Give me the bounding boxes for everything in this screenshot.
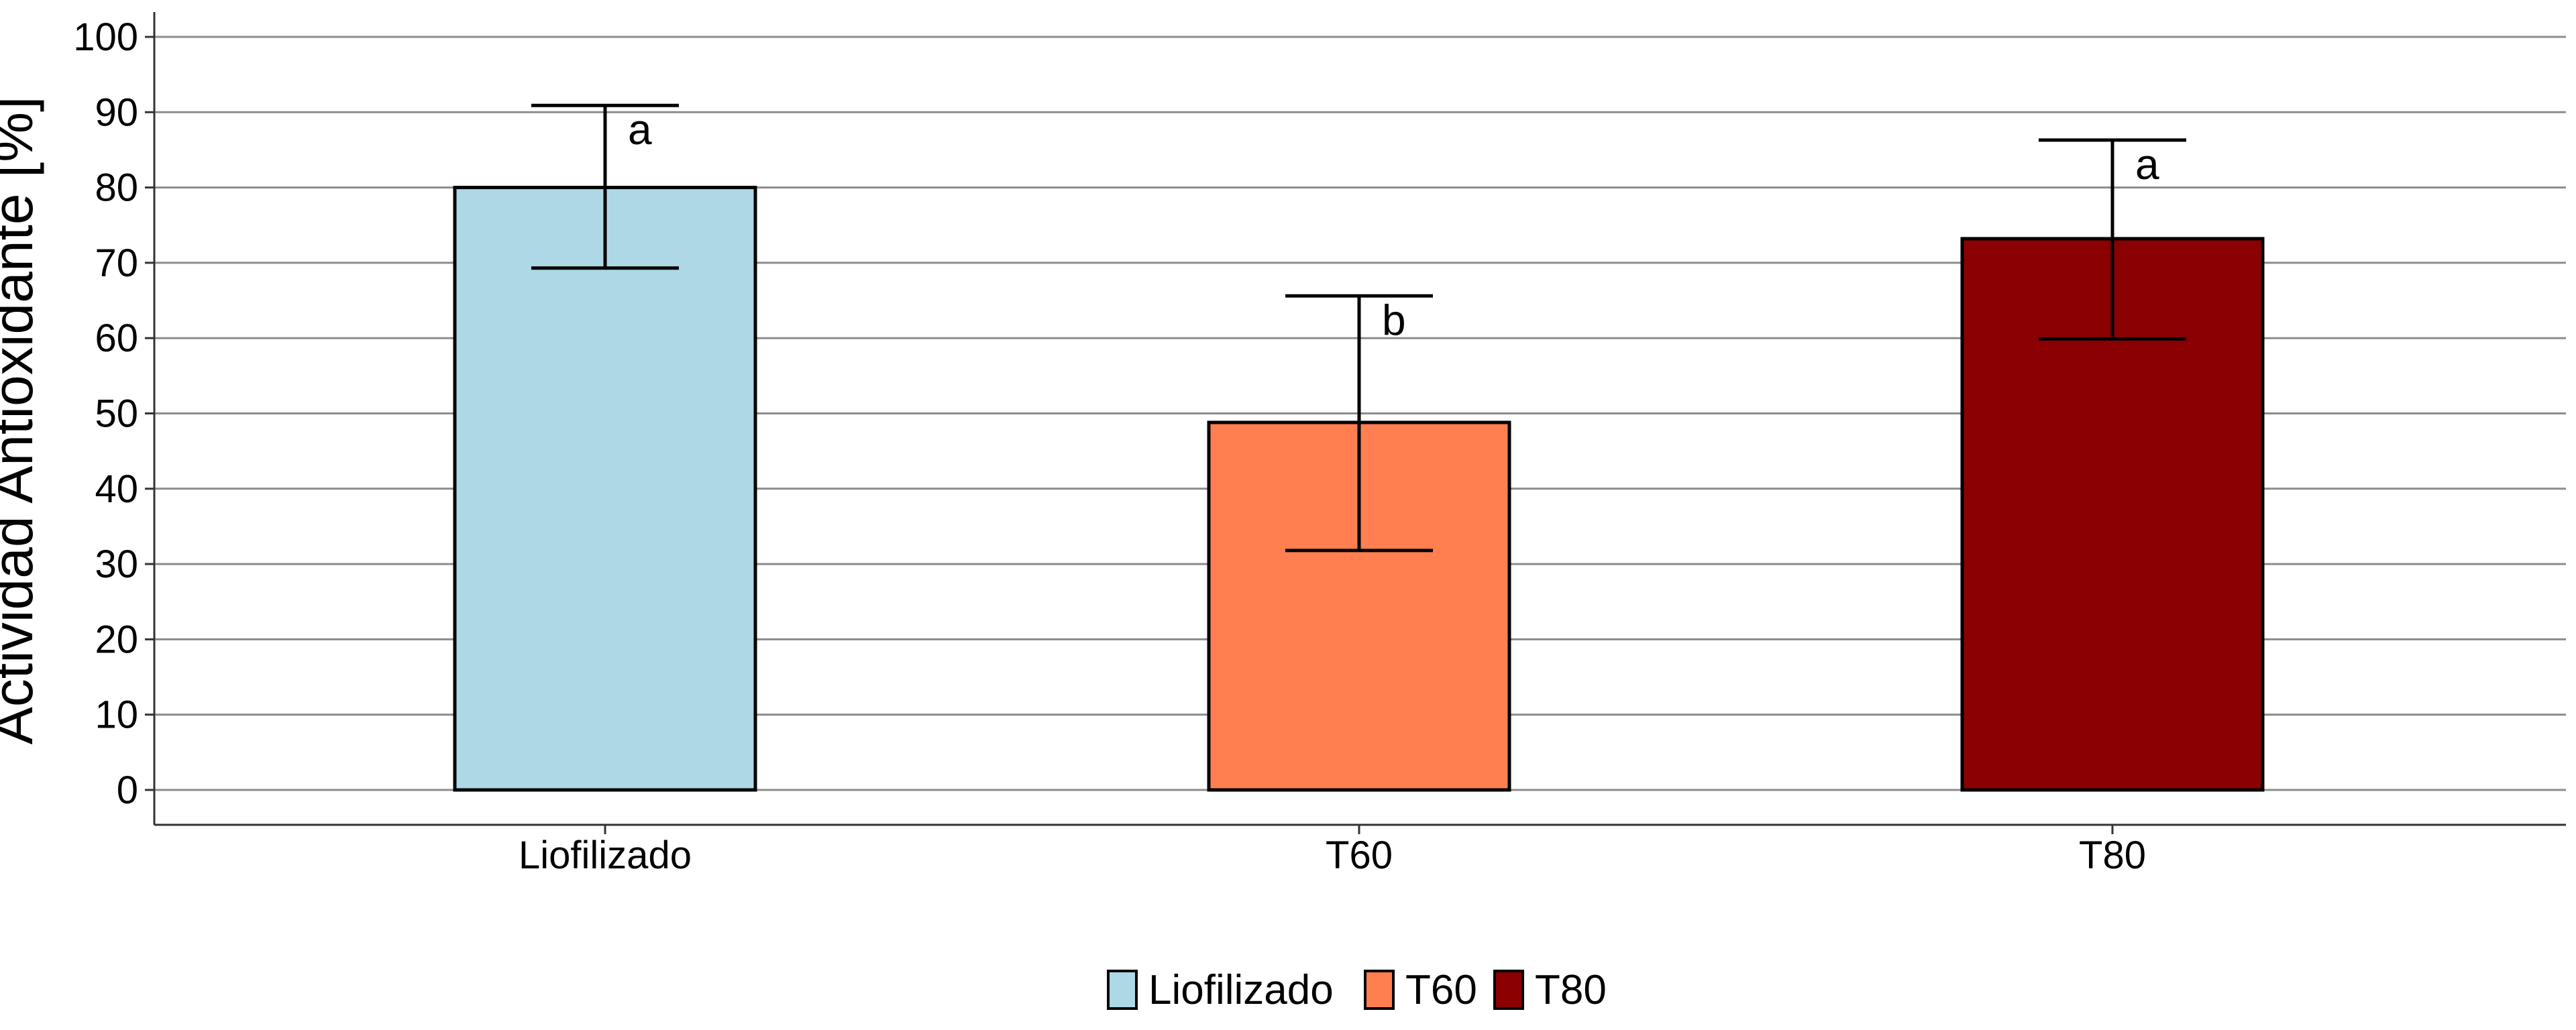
y-tick-label: 80 <box>95 166 138 210</box>
y-tick-label: 10 <box>95 693 138 737</box>
y-tick-label: 60 <box>95 317 138 360</box>
y-tick-label: 0 <box>117 768 138 812</box>
significance-label: a <box>2135 140 2159 188</box>
y-tick-label: 50 <box>95 392 138 436</box>
y-tick-label: 20 <box>95 618 138 661</box>
error-bars: a b a <box>531 103 2186 553</box>
legend-label: T60 <box>1405 967 1477 1013</box>
significance-label: a <box>628 105 652 154</box>
legend-key-t80 <box>1493 970 1524 1010</box>
legend: Liofilizado T60 T80 <box>1107 967 1607 1013</box>
x-tick-label: Liofilizado <box>519 834 692 877</box>
y-tick-label: 90 <box>95 91 138 134</box>
y-tick-label: 30 <box>95 542 138 586</box>
tick-labels: 0 10 20 30 40 50 60 70 80 90 100 Liofilizado T60 T80 <box>73 15 2146 877</box>
x-tick-label: T60 <box>1326 834 1393 877</box>
y-tick-label: 100 <box>73 15 138 59</box>
legend-label: T80 <box>1535 967 1607 1013</box>
bar-liofilizado <box>453 186 757 792</box>
y-tick-label: 70 <box>95 241 138 285</box>
legend-key-t60 <box>1364 970 1395 1010</box>
y-tick-label: 40 <box>95 467 138 511</box>
legend-key-liofilizado <box>1107 970 1138 1010</box>
legend-label: Liofilizado <box>1148 967 1334 1013</box>
significance-label: b <box>1382 296 1406 344</box>
x-tick-label: T80 <box>2079 834 2146 877</box>
y-axis-label: Actividad Antioxidante [%] <box>0 97 44 745</box>
axes <box>145 12 2566 834</box>
